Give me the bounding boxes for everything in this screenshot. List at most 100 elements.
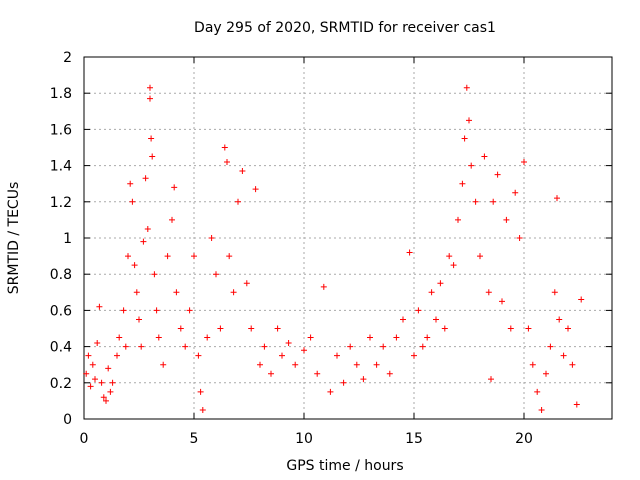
y-tick-label: 0.6: [50, 303, 72, 319]
data-point: [268, 370, 274, 377]
y-tick-label: 0.4: [50, 340, 72, 356]
data-point: [556, 316, 563, 323]
data-point: [96, 303, 103, 310]
data-point: [107, 388, 114, 395]
y-tick-label: 1: [63, 231, 72, 247]
x-axis-label: GPS time / hours: [286, 458, 403, 474]
y-tick-label: 0.8: [50, 267, 72, 283]
data-point: [195, 352, 202, 359]
data-point: [461, 135, 468, 142]
data-point: [450, 262, 457, 269]
data-point: [116, 334, 123, 341]
y-tick-label: 1.8: [50, 86, 72, 102]
data-point: [257, 361, 263, 368]
data-point: [521, 158, 527, 165]
data-point: [147, 95, 153, 102]
grid-lines: [84, 57, 612, 419]
data-point: [120, 307, 127, 314]
data-point: [477, 253, 483, 260]
data-point: [243, 280, 250, 287]
data-point: [261, 343, 268, 350]
data-point: [428, 289, 435, 296]
x-tick-label: 5: [190, 431, 199, 447]
data-points: [83, 84, 585, 413]
data-point: [494, 171, 501, 178]
y-axis: 0 0.2 0.4 0.6 0.8 1 1.2 1.4 1.6 1.8 2: [50, 50, 612, 428]
data-point: [127, 180, 134, 187]
x-tick-label: 20: [515, 431, 533, 447]
data-point: [182, 343, 189, 350]
data-point: [114, 352, 120, 359]
data-point: [488, 376, 494, 383]
data-point: [173, 289, 180, 296]
data-point: [92, 376, 98, 383]
data-point: [415, 307, 422, 314]
data-point: [424, 334, 431, 341]
data-point: [129, 198, 136, 205]
data-point: [406, 249, 413, 256]
data-point: [481, 153, 488, 160]
data-point: [353, 361, 360, 368]
data-point: [94, 339, 101, 346]
data-point: [169, 216, 175, 223]
data-point: [503, 216, 510, 223]
data-point: [109, 379, 116, 386]
data-point: [98, 379, 105, 386]
data-point: [525, 325, 532, 332]
data-point: [459, 180, 466, 187]
data-point: [307, 334, 314, 341]
data-point: [149, 153, 156, 160]
data-point: [191, 253, 197, 260]
data-point: [516, 235, 523, 241]
data-point: [340, 379, 347, 386]
data-point: [274, 325, 281, 332]
data-point: [204, 334, 211, 341]
x-tick-label: 10: [295, 431, 313, 447]
data-point: [347, 343, 354, 350]
data-point: [199, 406, 206, 413]
data-point: [87, 383, 94, 390]
data-point: [224, 158, 230, 165]
data-point: [105, 365, 112, 372]
data-point: [131, 262, 138, 269]
data-point: [89, 361, 96, 368]
data-point: [186, 307, 193, 314]
data-point: [367, 334, 373, 341]
data-point: [512, 189, 519, 196]
data-point: [380, 343, 387, 350]
data-point: [320, 283, 327, 290]
data-point: [446, 253, 453, 260]
data-point: [148, 135, 155, 142]
data-point: [534, 388, 541, 395]
data-point: [437, 280, 444, 287]
y-tick-label: 1.6: [50, 122, 72, 138]
data-point: [560, 352, 567, 359]
data-point: [569, 361, 576, 368]
data-point: [226, 253, 233, 260]
data-point: [171, 184, 178, 191]
data-point: [197, 388, 204, 395]
data-point: [138, 343, 145, 350]
data-point: [155, 334, 162, 341]
data-point: [301, 347, 307, 354]
data-point: [125, 253, 131, 260]
y-tick-label: 2: [63, 50, 72, 66]
data-point: [455, 216, 461, 223]
data-point: [144, 225, 151, 232]
data-point: [285, 339, 292, 346]
data-point: [327, 388, 334, 395]
data-point: [419, 343, 426, 350]
data-point: [230, 289, 237, 296]
data-point: [85, 352, 92, 359]
data-point: [279, 352, 285, 359]
y-tick-label: 0: [63, 412, 72, 428]
data-point: [490, 198, 497, 205]
data-point: [100, 394, 107, 401]
data-point: [153, 307, 160, 314]
x-tick-label: 15: [405, 431, 423, 447]
data-point: [441, 325, 448, 332]
data-point: [136, 316, 142, 323]
data-point: [252, 186, 259, 193]
data-point: [468, 162, 475, 169]
